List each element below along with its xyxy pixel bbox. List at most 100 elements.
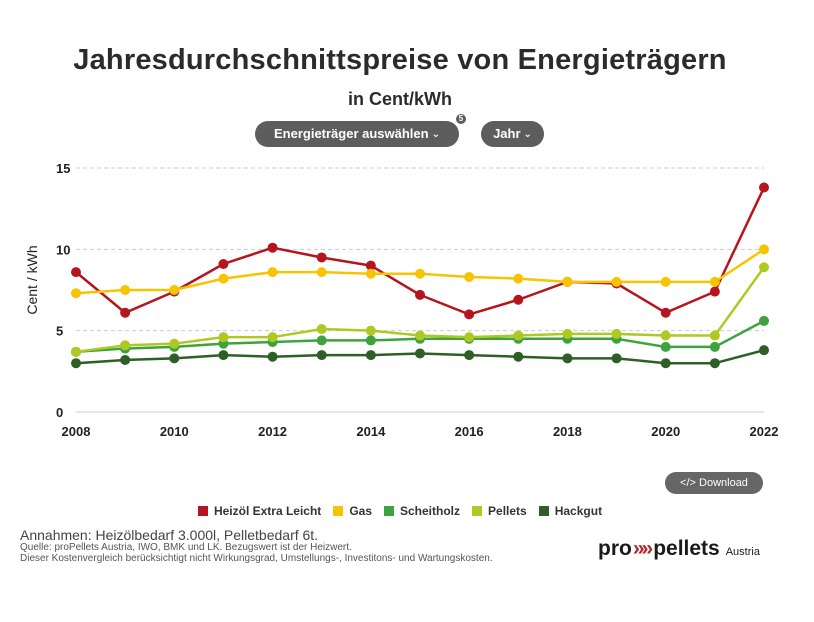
data-point[interactable] (513, 351, 524, 362)
data-point[interactable] (120, 285, 131, 295)
data-point[interactable] (316, 267, 327, 278)
data-point[interactable] (709, 341, 720, 352)
data-point[interactable] (415, 289, 425, 300)
data-point[interactable] (464, 332, 475, 343)
x-tick-label: 2020 (651, 424, 680, 439)
chevron-down-icon: ⌄ (523, 129, 532, 140)
legend-swatch (384, 505, 394, 516)
data-point[interactable] (71, 358, 81, 369)
data-point[interactable] (218, 258, 229, 269)
year-select[interactable]: Jahr ⌄ (481, 121, 544, 147)
download-button[interactable]: </> Download (665, 472, 763, 494)
x-tick-label: 2010 (160, 424, 189, 439)
legend-item[interactable]: Pellets (472, 504, 527, 518)
data-point[interactable] (759, 244, 769, 255)
data-point[interactable] (316, 252, 327, 263)
data-point[interactable] (759, 345, 769, 356)
data-point[interactable] (513, 294, 524, 305)
legend-item[interactable]: Scheitholz (384, 504, 460, 518)
data-point[interactable] (365, 260, 376, 271)
source-text: Quelle: proPellets Austria, IWO, BMK und… (20, 542, 352, 553)
data-point[interactable] (120, 307, 131, 318)
legend: Heizöl Extra Leicht Gas Scheitholz Pellets H… (0, 503, 800, 518)
data-point[interactable] (267, 351, 278, 362)
data-point[interactable] (218, 350, 229, 361)
data-point[interactable] (120, 340, 131, 351)
data-point[interactable] (316, 324, 327, 335)
data-point[interactable] (365, 335, 376, 346)
data-point[interactable] (759, 315, 769, 326)
logo-pellets: pellets (653, 537, 720, 560)
data-point[interactable] (316, 350, 327, 361)
data-point[interactable] (611, 276, 622, 287)
series-4 (71, 345, 769, 369)
data-point[interactable] (709, 330, 720, 341)
data-point[interactable] (71, 267, 81, 278)
legend-label: Gas (349, 503, 372, 518)
x-tick-label: 2014 (356, 424, 386, 439)
data-point[interactable] (464, 350, 475, 361)
data-point[interactable] (415, 330, 425, 341)
legend-swatch (197, 505, 208, 516)
data-point[interactable] (267, 332, 278, 343)
data-point[interactable] (660, 358, 671, 369)
x-tick-label: 2012 (258, 424, 287, 439)
data-point[interactable] (562, 328, 573, 339)
data-point[interactable] (169, 285, 180, 295)
logo-arrows: »» (632, 537, 653, 560)
x-tick-label: 2008 (62, 424, 91, 439)
series-lines (71, 182, 769, 369)
legend-item[interactable]: Hackgut (538, 503, 603, 518)
data-point[interactable] (611, 353, 622, 364)
data-point[interactable] (611, 328, 622, 339)
data-point[interactable] (562, 276, 573, 287)
data-point[interactable] (660, 307, 671, 318)
data-point[interactable] (120, 354, 131, 365)
data-point[interactable] (267, 267, 278, 278)
data-point[interactable] (169, 338, 180, 349)
chart-title: Jahresdurchschnittspreise von Energieträ… (73, 44, 727, 76)
series-3 (71, 262, 769, 357)
legend-label: Heizöl Extra Leicht (213, 503, 322, 518)
legend-item[interactable]: Gas (333, 504, 372, 518)
assumptions-text: Annahmen: Heizölbedarf 3.000l, Pelletbed… (20, 527, 319, 543)
data-point[interactable] (365, 325, 376, 336)
data-point[interactable] (365, 350, 376, 361)
year-select-label: Jahr (493, 126, 521, 141)
data-point[interactable] (316, 335, 327, 346)
data-point[interactable] (709, 286, 720, 297)
data-point[interactable] (513, 330, 524, 341)
legend-label: Hackgut (554, 503, 603, 518)
data-point[interactable] (415, 348, 425, 359)
energy-carrier-select[interactable]: Energieträger auswählen ⌄ (255, 121, 459, 147)
disclaimer-text: Dieser Kostenvergleich berücksichtigt ni… (20, 553, 493, 564)
y-tick-label: 0 (56, 405, 63, 420)
data-point[interactable] (513, 273, 524, 284)
data-point[interactable] (660, 276, 671, 287)
data-point[interactable] (709, 276, 720, 287)
data-point[interactable] (71, 346, 81, 357)
data-point[interactable] (759, 262, 769, 273)
y-tick-label: 15 (56, 161, 70, 176)
data-point[interactable] (218, 273, 229, 284)
data-point[interactable] (709, 358, 720, 369)
data-point[interactable] (660, 330, 671, 341)
data-point[interactable] (267, 242, 278, 253)
data-point[interactable] (562, 353, 573, 364)
data-point[interactable] (660, 341, 671, 352)
y-tick-labels: 0 5 10 15 (56, 161, 70, 420)
legend-item[interactable]: Heizöl Extra Leicht (197, 503, 322, 518)
y-tick-label: 5 (56, 324, 63, 339)
data-point[interactable] (71, 288, 81, 299)
data-point[interactable] (365, 268, 376, 279)
series-1 (71, 244, 769, 299)
x-tick-label: 2022 (750, 424, 779, 439)
data-point[interactable] (759, 182, 769, 193)
data-point[interactable] (169, 353, 180, 364)
data-point[interactable] (218, 332, 229, 343)
series-0 (71, 182, 769, 320)
data-point[interactable] (464, 309, 475, 320)
data-point[interactable] (415, 268, 425, 279)
data-point[interactable] (464, 271, 475, 282)
